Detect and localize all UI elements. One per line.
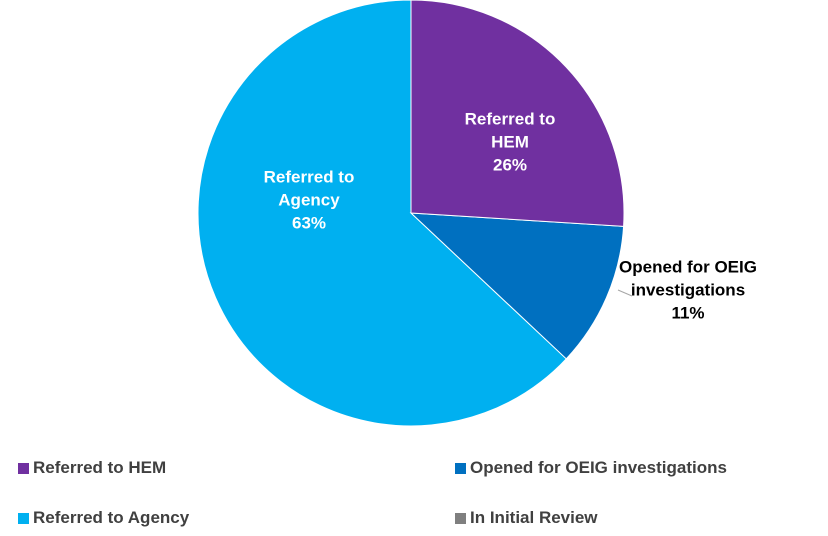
data-label: Referred to HEM 26% bbox=[448, 108, 573, 177]
legend-item: Referred to HEM bbox=[18, 458, 166, 478]
legend-label: Referred to HEM bbox=[33, 458, 167, 477]
legend-item: Referred to Agency bbox=[18, 508, 189, 528]
data-label: Referred to Agency 63% bbox=[247, 166, 372, 235]
data-label-value: 63% bbox=[291, 213, 327, 233]
pie-slice bbox=[197, 0, 567, 427]
legend-item: Opened for OEIG investigations bbox=[455, 458, 727, 478]
data-label-name: Referred to HEM bbox=[464, 109, 556, 152]
legend-swatch bbox=[455, 462, 466, 474]
data-label-name: Opened for OEIG investigations bbox=[619, 257, 757, 300]
leader-line bbox=[617, 289, 633, 297]
data-label: Opened for OEIG investigations 11% bbox=[598, 256, 778, 325]
legend-swatch bbox=[18, 512, 29, 524]
legend-swatch bbox=[18, 462, 29, 474]
pie-slice bbox=[410, 0, 625, 227]
legend-label: Referred to Agency bbox=[33, 508, 190, 527]
data-label-value: 26% bbox=[492, 155, 528, 175]
legend-label: In Initial Review bbox=[470, 508, 598, 527]
legend-item: In Initial Review bbox=[455, 508, 598, 528]
pie-slice bbox=[409, 212, 625, 360]
data-label-name: Referred to Agency bbox=[263, 167, 355, 210]
data-label-value: 11% bbox=[671, 303, 705, 323]
legend-swatch bbox=[455, 512, 466, 524]
legend-label: Opened for OEIG investigations bbox=[470, 458, 727, 477]
